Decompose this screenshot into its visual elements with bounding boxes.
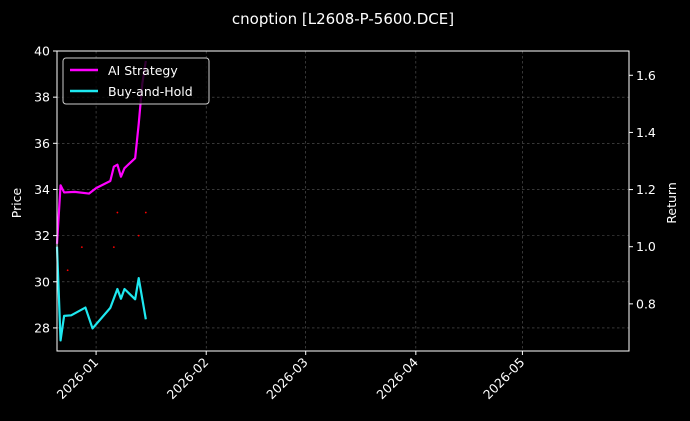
trade-marker — [66, 269, 69, 272]
series-lines — [55, 60, 147, 342]
legend-label-ai-strategy: AI Strategy — [108, 63, 178, 78]
y-tick-label: 30 — [34, 274, 50, 289]
trade-markers — [66, 211, 147, 272]
y-tick-label: 32 — [34, 228, 50, 243]
y2-tick-label: 1.4 — [636, 125, 656, 140]
trade-marker — [137, 234, 140, 237]
legend-label-buy-and-hold: Buy-and-Hold — [108, 84, 193, 99]
y-tick-label: 28 — [34, 320, 50, 335]
y2-tick-label: 0.8 — [636, 296, 656, 311]
y-axis-ticks: 28 30 32 34 36 38 40 — [34, 44, 57, 335]
y-tick-label: 38 — [34, 90, 50, 105]
gridlines — [57, 50, 629, 351]
y2-axis-label: Return — [664, 182, 679, 223]
series-line-buy-and-hold — [55, 246, 147, 342]
y2-tick-label: 1.0 — [636, 239, 656, 254]
plot-frame — [56, 50, 630, 352]
y2-axis-ticks: 0.8 1.0 1.2 1.4 1.6 — [629, 68, 656, 311]
y2-tick-label: 1.2 — [636, 182, 656, 197]
chart-title: cnoption [L2608-P-5600.DCE] — [232, 10, 454, 28]
y-axis-label: Price — [9, 187, 24, 218]
trade-marker — [116, 211, 119, 214]
trade-marker — [80, 246, 83, 249]
legend-box — [62, 57, 210, 105]
legend: AI Strategy Buy-and-Hold — [62, 57, 210, 105]
y-tick-label: 34 — [34, 182, 50, 197]
trade-marker — [144, 211, 147, 214]
y2-tick-label: 1.6 — [636, 68, 656, 83]
y-tick-label: 40 — [34, 44, 50, 59]
series-line-ai-strategy — [55, 60, 147, 244]
y-tick-label: 36 — [34, 136, 50, 151]
trade-marker — [112, 246, 115, 249]
